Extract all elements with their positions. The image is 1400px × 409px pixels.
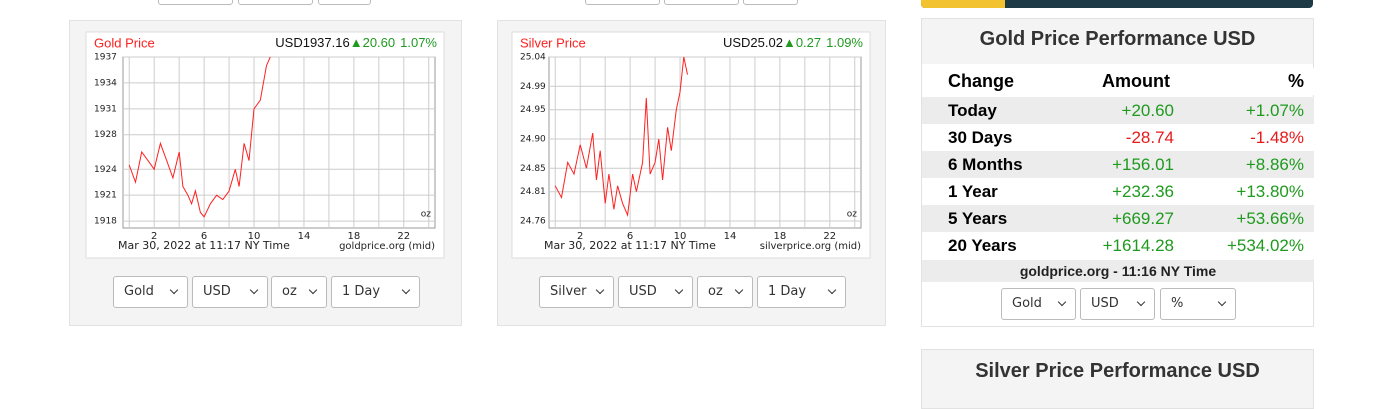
select[interactable]: 1 Day — [757, 276, 846, 308]
table-value: +8.86% — [1245, 155, 1304, 174]
table-value: +534.02% — [1226, 236, 1304, 255]
period: 1 Year — [948, 182, 998, 201]
table-row: 6 Months +156.01 +8.86% — [922, 151, 1314, 178]
table-row: Today +20.60 +1.07% — [922, 97, 1314, 124]
period: 5 Years — [948, 209, 1008, 228]
performance-panel: Gold Price Performance USD Change Amount%… — [921, 18, 1314, 327]
select-partial[interactable] — [664, 0, 739, 5]
table-value: +232.36 — [1112, 182, 1174, 201]
column-header: Amount — [1102, 71, 1170, 91]
select[interactable]: USD — [618, 276, 693, 308]
table-row: 1 Year +232.36 +13.80% — [922, 178, 1314, 205]
select[interactable]: Gold — [113, 276, 188, 308]
table-value: -28.74 — [1125, 128, 1174, 147]
period: 30 Days — [948, 128, 1013, 147]
silver-performance-title: Silver Price Performance USD — [975, 360, 1260, 382]
table-footer: goldprice.org - 11:16 NY Time — [922, 260, 1314, 282]
select[interactable]: USD — [1080, 288, 1155, 320]
period: 20 Years — [948, 236, 1017, 255]
table-value: +13.80% — [1236, 182, 1304, 201]
period: 6 Months — [948, 155, 1023, 174]
select-partial[interactable] — [318, 0, 371, 5]
select[interactable]: Gold — [1001, 288, 1076, 320]
table-value: +53.66% — [1236, 209, 1304, 228]
select-partial[interactable] — [743, 0, 798, 5]
table-row: 5 Years +669.27 +53.66% — [922, 205, 1314, 232]
column-header: Change — [948, 71, 1015, 91]
select-partial[interactable] — [158, 0, 233, 5]
silver-performance-panel: Silver Price Performance USD — [921, 349, 1314, 409]
select[interactable]: oz — [697, 276, 753, 308]
top-bar-accent — [921, 0, 1005, 8]
select-partial[interactable] — [238, 0, 313, 5]
column-header: % — [1287, 71, 1304, 91]
table-value: +1614.28 — [1102, 236, 1174, 255]
top-bar — [921, 0, 1313, 8]
table-row: 30 Days -28.74 -1.48% — [922, 124, 1314, 151]
page: Gold Price Performance USD Change Amount%… — [0, 0, 1400, 400]
period: Today — [948, 101, 997, 120]
select[interactable]: USD — [192, 276, 268, 308]
select[interactable]: oz — [271, 276, 327, 308]
table-value: -1.48% — [1250, 128, 1304, 147]
table-value: +156.01 — [1112, 155, 1174, 174]
select[interactable]: 1 Day — [331, 276, 420, 308]
table-value: +669.27 — [1112, 209, 1174, 228]
select-partial[interactable] — [585, 0, 660, 5]
select[interactable]: Silver — [539, 276, 614, 308]
performance-title: Gold Price Performance USD — [979, 28, 1256, 50]
table-row: 20 Years +1614.28 +534.02% — [922, 232, 1314, 259]
select[interactable]: % — [1160, 288, 1236, 320]
table-value: +20.60 — [1121, 101, 1174, 120]
table-value: +1.07% — [1245, 101, 1304, 120]
table-header-row: Change Amount% — [922, 68, 1314, 95]
